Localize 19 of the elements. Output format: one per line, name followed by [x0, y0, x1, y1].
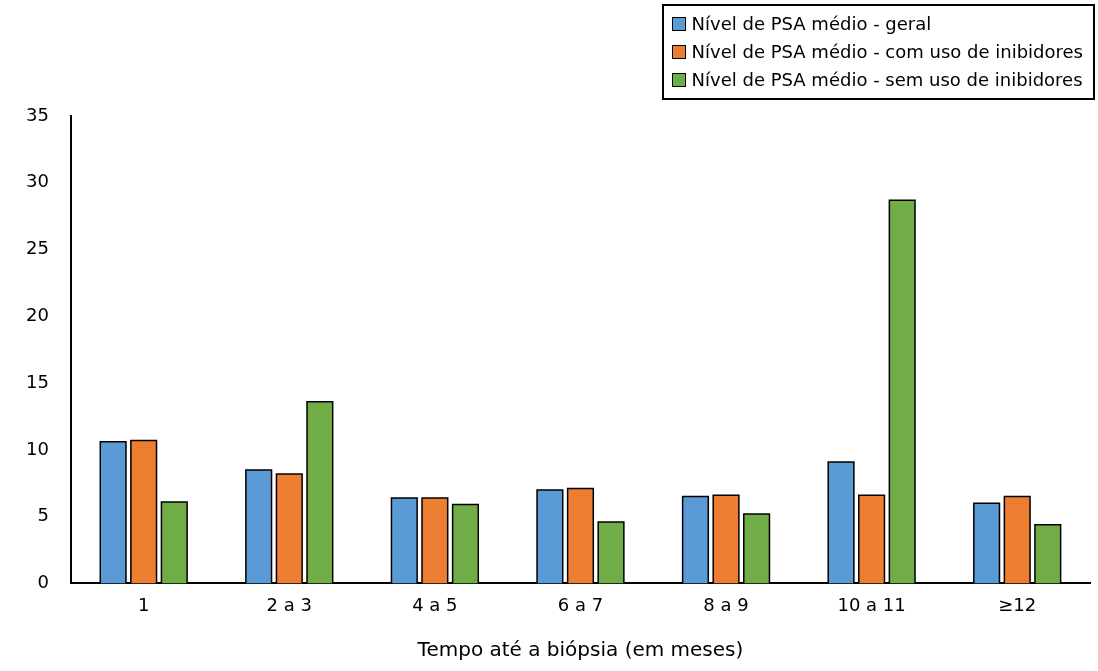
- x-tick-label: 10 a 11: [837, 593, 906, 615]
- x-tick-label: 6 a 7: [557, 593, 604, 615]
- y-tick-label: 10: [26, 437, 49, 459]
- y-tick-label: 15: [26, 370, 49, 392]
- y-tick-label: 20: [26, 303, 49, 325]
- y-tick-label: 35: [26, 103, 49, 125]
- x-axis-title: Tempo até a biópsia (em meses): [416, 637, 744, 662]
- x-tick-label: ≥12: [998, 593, 1037, 615]
- legend-label: Nível de PSA médio - sem uso de inibidores: [691, 68, 1083, 92]
- x-tick-label: 4 a 5: [412, 593, 458, 615]
- y-tick-label: 30: [26, 170, 49, 192]
- x-tick-label: 1: [137, 593, 150, 615]
- y-tick-label: 25: [26, 237, 49, 259]
- x-tick-label: 8 a 9: [703, 593, 749, 615]
- y-tick-label: 5: [37, 504, 49, 526]
- x-tick-label: 2 a 3: [266, 593, 312, 615]
- y-tick-label: 0: [37, 571, 49, 593]
- legend-label: Nível de PSA médio - com uso de inibidores: [691, 40, 1083, 64]
- legend-label: Nível de PSA médio - geral: [691, 12, 932, 36]
